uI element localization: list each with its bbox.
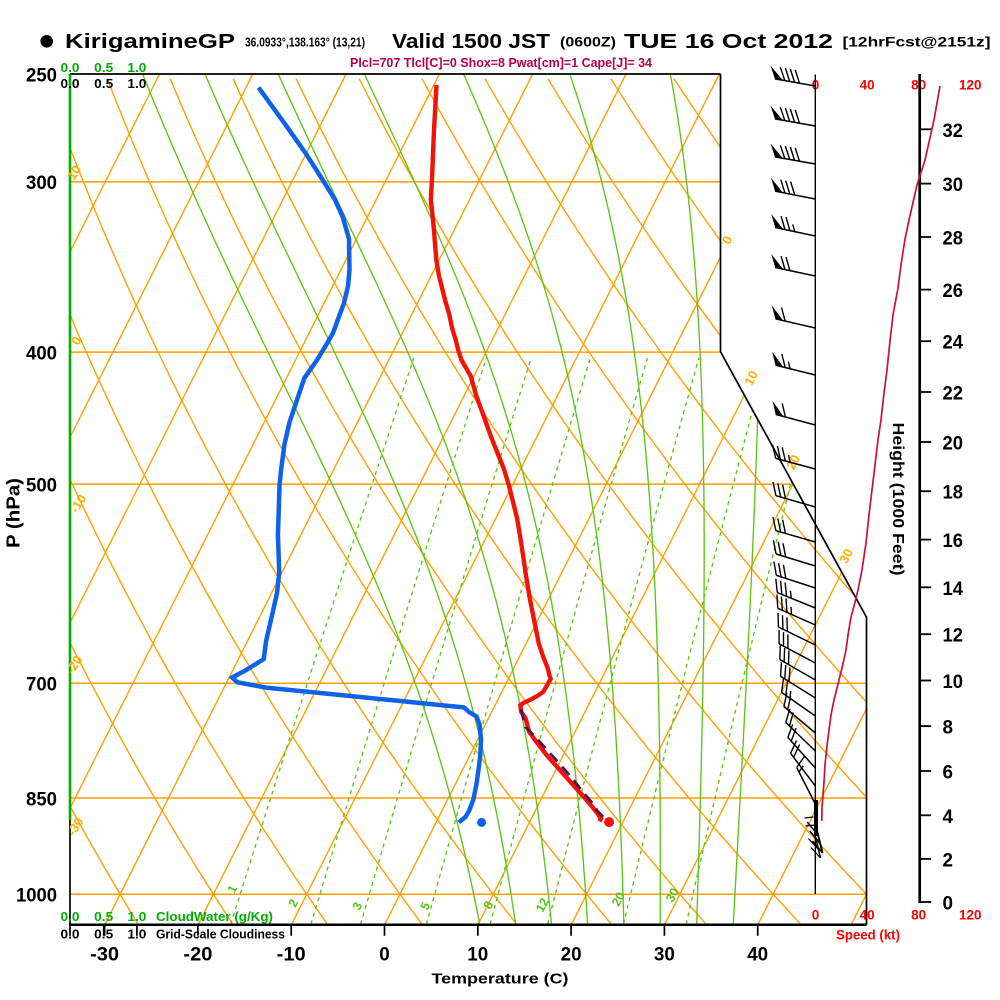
- svg-text:30: 30: [654, 945, 675, 966]
- svg-text:Grid-Scale Cloudiness: Grid-Scale Cloudiness: [156, 927, 285, 942]
- svg-text:TUE 16 Oct 2012: TUE 16 Oct 2012: [624, 30, 833, 53]
- svg-text:20: 20: [609, 890, 628, 909]
- svg-text:30: 30: [943, 175, 964, 196]
- svg-text:30: 30: [836, 546, 856, 566]
- svg-text:400: 400: [26, 343, 57, 364]
- svg-text:10: 10: [943, 672, 964, 693]
- svg-text:40: 40: [747, 945, 768, 966]
- svg-text:24: 24: [943, 333, 964, 354]
- svg-text:[12hrFcst@2151z]: [12hrFcst@2151z]: [843, 34, 991, 50]
- svg-text:120: 120: [959, 908, 982, 923]
- svg-text:0.5: 0.5: [94, 60, 113, 75]
- svg-text:36.0933°,138.163° (13,21): 36.0933°,138.163° (13,21): [245, 35, 365, 50]
- svg-text:-20: -20: [63, 653, 86, 677]
- svg-text:10: 10: [741, 368, 761, 388]
- svg-text:26: 26: [943, 281, 964, 302]
- svg-text:-10: -10: [277, 945, 306, 966]
- svg-text:10: 10: [64, 163, 84, 183]
- svg-text:0.0: 0.0: [61, 60, 80, 75]
- svg-text:1.0: 1.0: [127, 909, 146, 924]
- svg-text:0: 0: [379, 945, 390, 966]
- svg-text:1.0: 1.0: [127, 60, 146, 75]
- svg-text:0.5: 0.5: [94, 927, 113, 942]
- svg-text:8: 8: [481, 899, 497, 912]
- svg-text:8: 8: [943, 718, 954, 739]
- svg-text:5: 5: [418, 900, 434, 913]
- svg-text:40: 40: [860, 908, 875, 923]
- svg-text:Speed (kt): Speed (kt): [836, 928, 900, 943]
- svg-text:(0600Z): (0600Z): [560, 34, 616, 50]
- svg-text:CloudWater (g/Kg): CloudWater (g/Kg): [156, 909, 273, 924]
- svg-text:30: 30: [663, 886, 682, 905]
- svg-text:3: 3: [350, 900, 366, 913]
- svg-text:850: 850: [26, 789, 57, 810]
- svg-text:-20: -20: [183, 945, 212, 966]
- svg-text:-30: -30: [64, 815, 87, 839]
- svg-text:6: 6: [943, 762, 954, 783]
- svg-text:40: 40: [860, 78, 875, 93]
- svg-text:20: 20: [943, 433, 964, 454]
- svg-text:120: 120: [959, 78, 982, 93]
- svg-text:20: 20: [561, 945, 582, 966]
- svg-text:2: 2: [943, 850, 954, 871]
- svg-text:0.5: 0.5: [94, 909, 113, 924]
- svg-text:2: 2: [286, 897, 302, 910]
- svg-text:Plcl=707 Tlcl[C]=0 Shox=8 Pwat: Plcl=707 Tlcl[C]=0 Shox=8 Pwat[cm]=1 Cap…: [350, 55, 653, 70]
- svg-text:12: 12: [943, 626, 964, 647]
- svg-text:80: 80: [911, 908, 926, 923]
- svg-text:18: 18: [943, 483, 964, 504]
- svg-text:P (hPa): P (hPa): [3, 478, 24, 548]
- svg-text:12: 12: [533, 896, 552, 915]
- svg-text:Valid 1500 JST: Valid 1500 JST: [392, 30, 551, 53]
- svg-text:20: 20: [783, 452, 803, 472]
- svg-text:1000: 1000: [16, 886, 57, 907]
- svg-text:Height (1000 Feet): Height (1000 Feet): [889, 423, 906, 576]
- svg-text:300: 300: [26, 173, 57, 194]
- svg-text:500: 500: [26, 475, 57, 496]
- svg-text:14: 14: [943, 579, 964, 600]
- svg-text:16: 16: [943, 531, 964, 552]
- svg-text:22: 22: [943, 383, 964, 404]
- svg-text:700: 700: [26, 674, 57, 695]
- svg-text:1.0: 1.0: [127, 927, 146, 942]
- svg-text:1.0: 1.0: [127, 76, 146, 91]
- svg-text:0: 0: [812, 908, 820, 923]
- svg-text:4: 4: [943, 807, 954, 828]
- svg-text:250: 250: [26, 65, 57, 86]
- svg-text:0.0: 0.0: [61, 909, 80, 924]
- svg-text:0.0: 0.0: [61, 927, 80, 942]
- svg-text:0.0: 0.0: [61, 76, 80, 91]
- svg-text:KirigamineGP: KirigamineGP: [65, 30, 235, 53]
- svg-text:32: 32: [943, 121, 964, 142]
- svg-text:0.5: 0.5: [94, 76, 113, 91]
- svg-text:-30: -30: [90, 945, 119, 966]
- svg-text:Temperature (C): Temperature (C): [432, 972, 569, 988]
- svg-text:10: 10: [467, 945, 488, 966]
- svg-text:28: 28: [943, 229, 964, 250]
- svg-text:0: 0: [943, 893, 954, 914]
